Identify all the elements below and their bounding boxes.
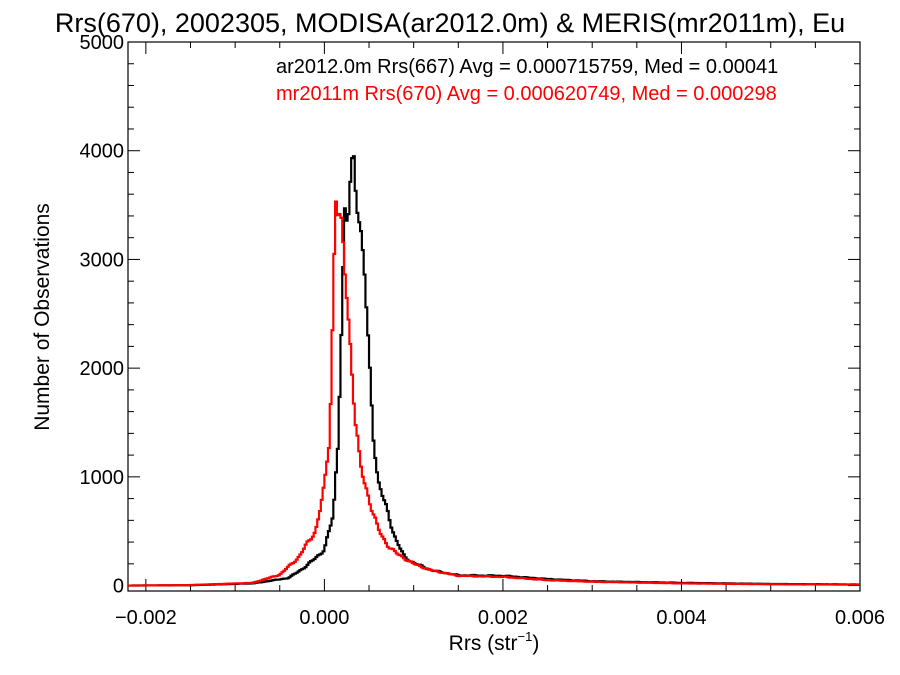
x-tick-label: 0.000 [299,607,349,629]
x-tick-label: −0.002 [115,607,177,629]
y-tick-label: 0 [113,576,124,598]
legend-entry-red: mr2011m Rrs(670) Avg = 0.000620749, Med … [276,83,777,105]
y-axis-label: Number of Observations [31,203,54,431]
y-tick-label: 4000 [80,141,125,163]
x-axis-label: Rrs (str−1) [449,629,540,655]
axis-ticks [128,41,861,591]
y-tick-label: 5000 [80,32,125,54]
x-tick-label: 0.006 [835,607,885,629]
x-tick-label: 0.004 [656,607,706,629]
y-tick-labels: 0 1000 2000 3000 4000 5000 [80,32,125,598]
y-tick-label: 3000 [80,249,125,271]
x-axis-label-main: Rrs (str [449,632,518,655]
series-line-1 [128,200,860,587]
legend-entry-black: ar2012.0m Rrs(667) Avg = 0.000715759, Me… [276,56,778,78]
series-group [128,155,860,587]
x-axis-label-close: ) [532,632,539,655]
y-tick-label: 2000 [80,358,125,380]
chart-title: Rrs(670), 2002305, MODISA(ar2012.0m) & M… [55,8,845,38]
y-tick-label: 1000 [80,467,125,489]
x-tick-label: 0.002 [478,607,528,629]
x-axis-label-sup: −1 [518,629,533,644]
x-tick-labels: −0.002 0.000 0.002 0.004 0.006 [115,607,885,629]
series-line-0 [128,155,860,587]
plot-frame [127,41,861,592]
